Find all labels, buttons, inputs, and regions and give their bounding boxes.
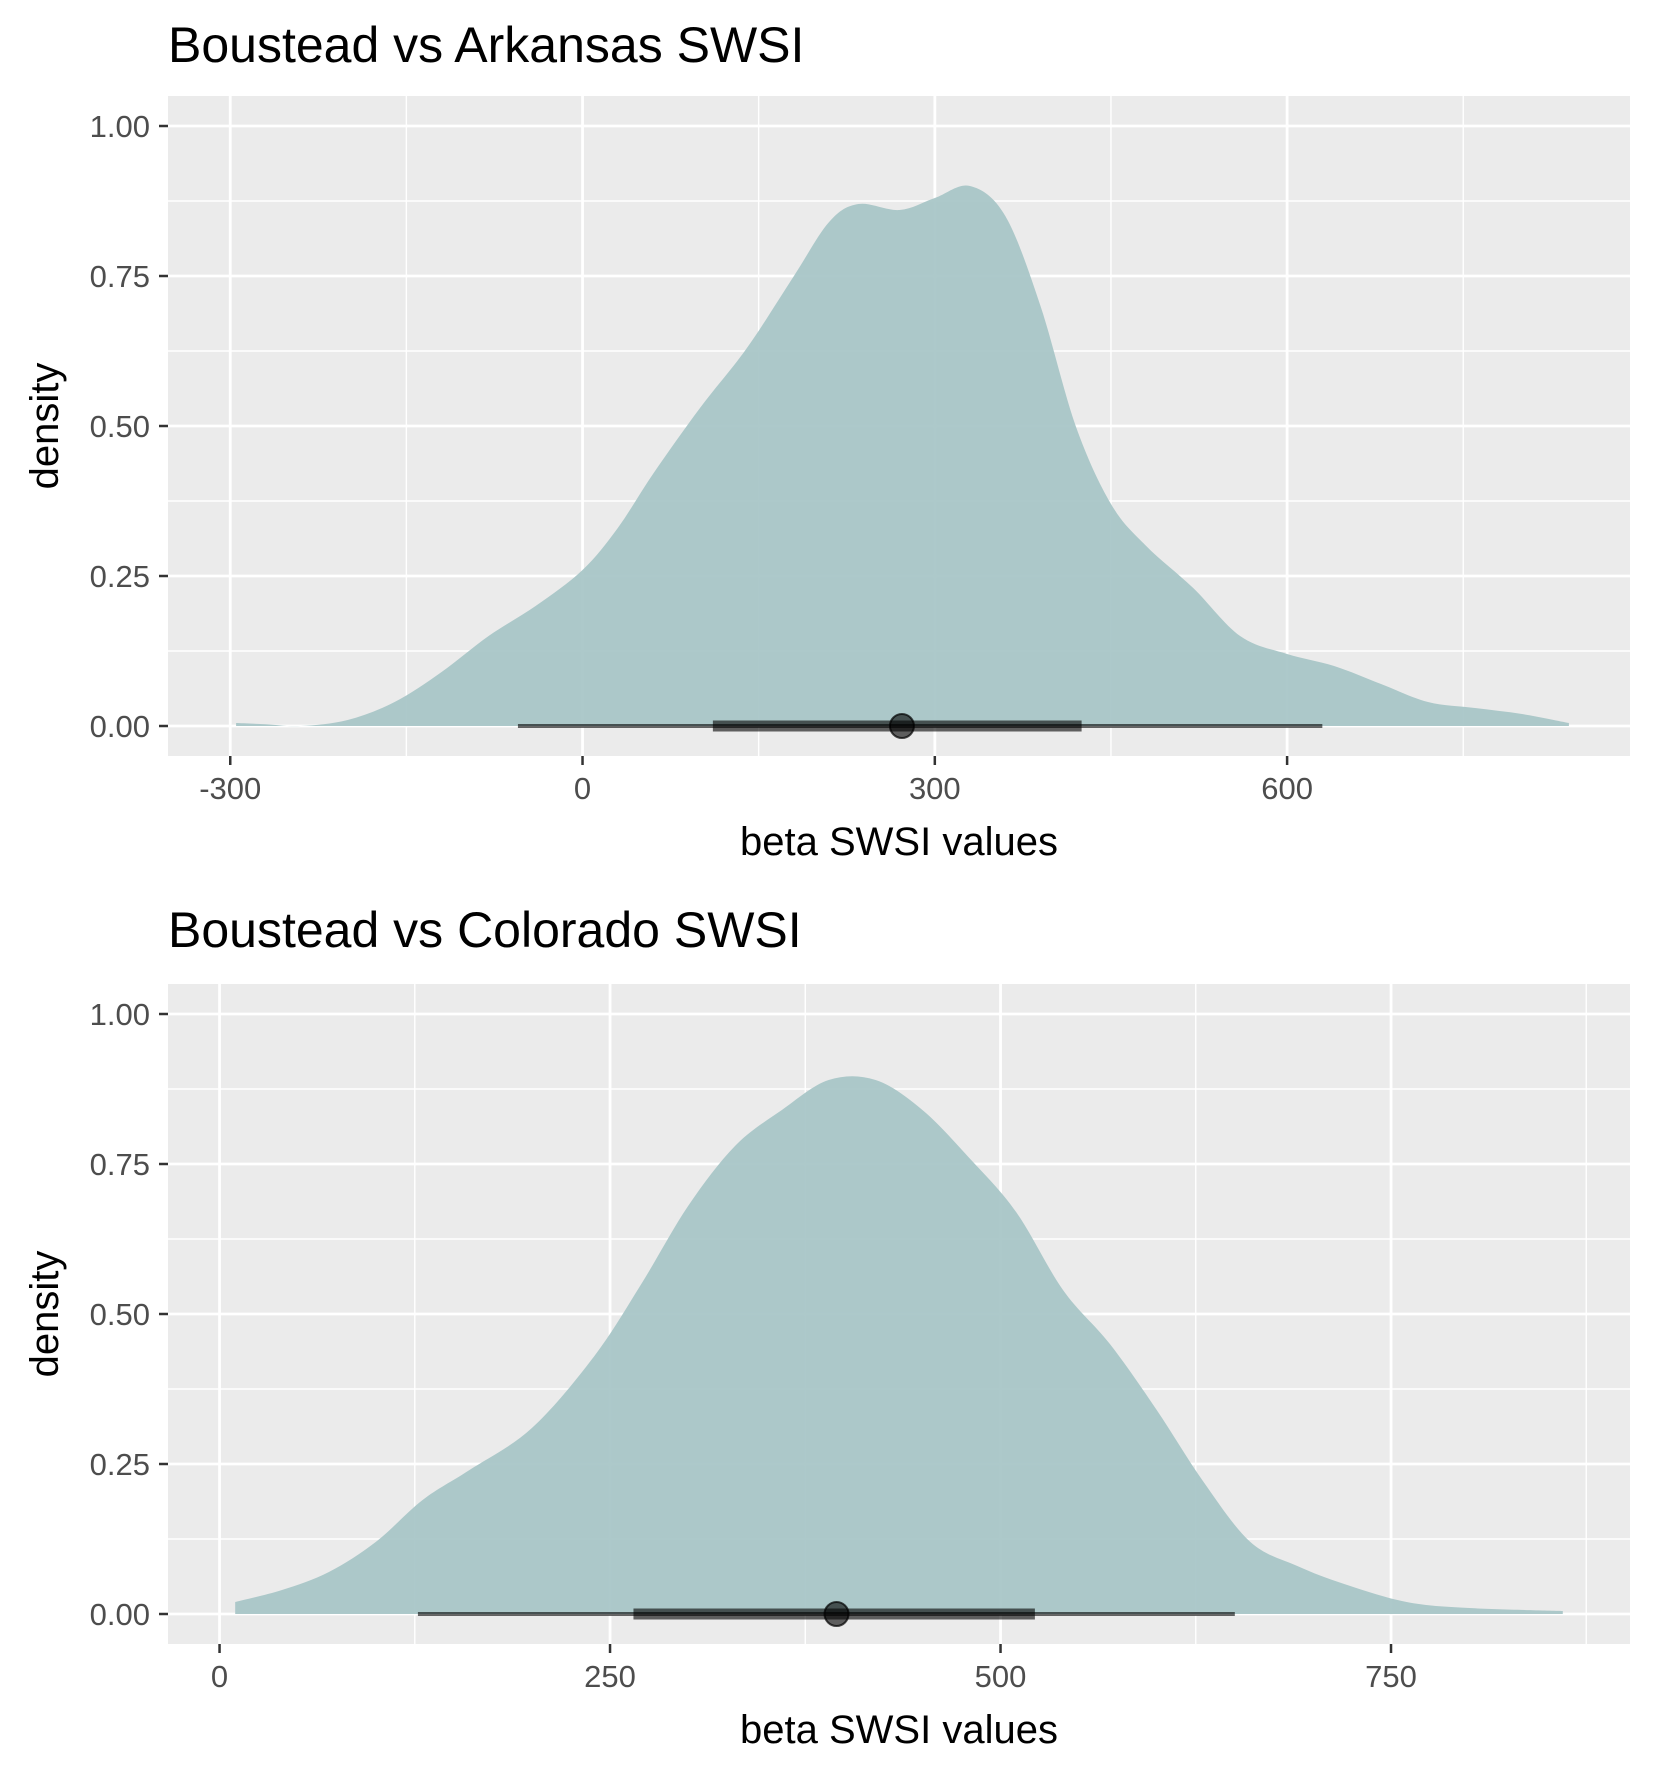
interval-layer [417,1601,1235,1627]
x-tick-label: -300 [199,771,261,806]
chart-panel-colorado: Boustead vs Colorado SWSI 0.000.250.500.… [23,902,1630,1752]
density-area [235,1076,1563,1614]
y-tick-label: 0.00 [90,709,150,744]
y-tick-label: 0.50 [90,1297,150,1332]
y-tick-label: 0.25 [90,559,150,594]
chart-title: Boustead vs Arkansas SWSI [168,17,804,73]
x-tick-label: 0 [211,1659,228,1694]
y-tick-label: 0.75 [90,1147,150,1182]
x-tick-label: 600 [1261,771,1313,806]
chart-panel-arkansas: Boustead vs Arkansas SWSI 0.000.250.500.… [23,17,1630,864]
y-axis-title: density [23,363,67,490]
interval-layer [517,713,1323,739]
y-tick-label: 0.50 [90,409,150,444]
x-axis-title: beta SWSI values [740,1708,1058,1752]
y-tick-label: 1.00 [90,109,150,144]
x-tick-label: 300 [909,771,961,806]
x-tick-label: 250 [584,1659,636,1694]
y-tick-label: 0.25 [90,1447,150,1482]
chart-title: Boustead vs Colorado SWSI [168,902,802,958]
x-tick-label: 500 [975,1659,1027,1694]
x-tick-label: 750 [1365,1659,1417,1694]
y-tick-label: 1.00 [90,997,150,1032]
density-area [236,185,1569,727]
interval-point [823,1601,850,1627]
y-tick-label: 0.75 [90,259,150,294]
y-axis-title: density [23,1251,67,1378]
axis-ticks: 0.00 0.25 0.50 0.75 1.00 0 250 500 750 [90,997,1417,1694]
x-axis-title: beta SWSI values [740,820,1058,864]
x-tick-label: 0 [574,771,591,806]
axis-ticks: 0.00 0.25 0.50 0.75 1.00 -300 0 300 600 [90,109,1313,806]
interval-point [888,713,915,739]
y-tick-label: 0.00 [90,1597,150,1632]
